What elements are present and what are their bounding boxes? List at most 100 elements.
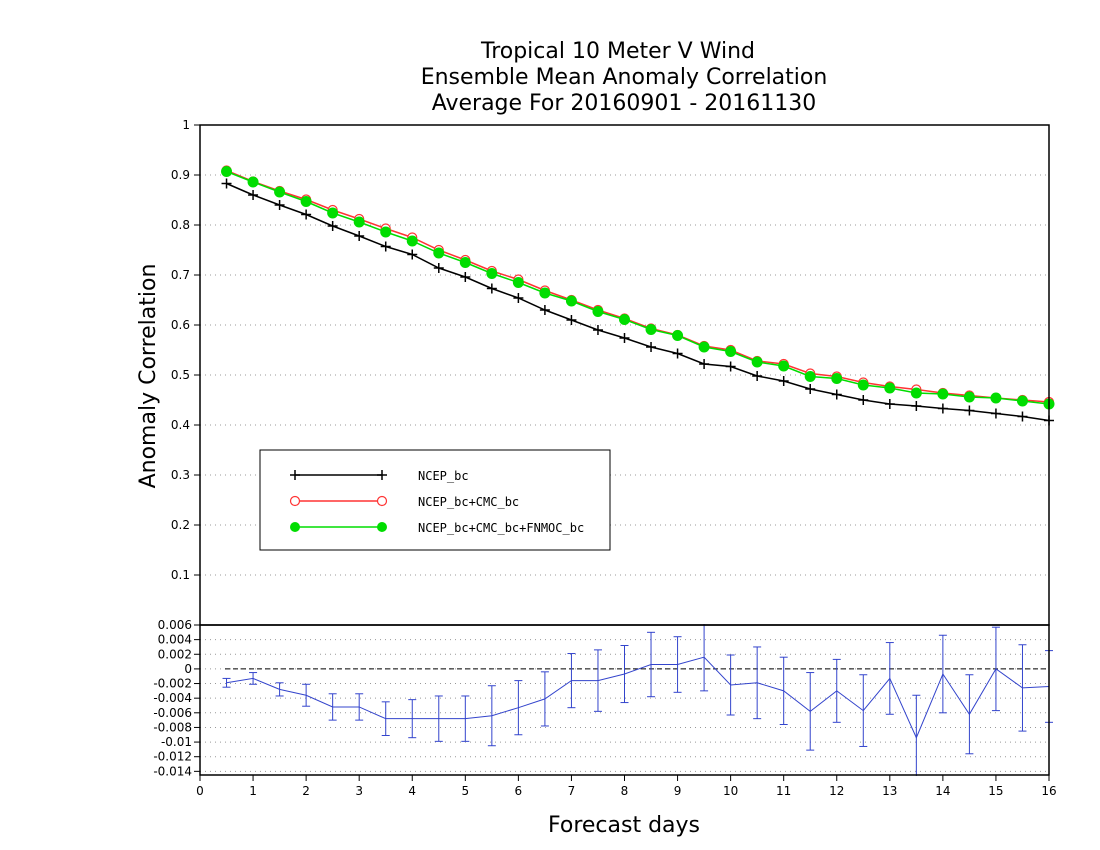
error-bar xyxy=(859,674,868,747)
error-bar xyxy=(408,699,417,739)
top-y-tick-label: 0.4 xyxy=(171,418,190,432)
data-point-plus xyxy=(566,315,577,325)
data-point-plus xyxy=(725,361,736,372)
top-y-tick-label: 0.6 xyxy=(171,318,190,332)
x-tick-label: 15 xyxy=(988,784,1003,798)
top-y-tick-label: 0.5 xyxy=(171,368,190,382)
data-point-plus xyxy=(380,241,391,252)
error-bar xyxy=(593,649,602,712)
title-line-2: Ensemble Mean Anomaly Correlation xyxy=(421,65,828,90)
data-point-plus xyxy=(619,333,630,343)
bottom-y-tick-label: 0 xyxy=(184,662,192,676)
data-point-plus xyxy=(778,376,789,386)
data-point-plus xyxy=(274,200,285,210)
data-point-plus xyxy=(592,325,603,335)
data-point-filled-circle xyxy=(512,277,524,288)
x-tick-label: 5 xyxy=(461,784,469,798)
data-point-filled-circle xyxy=(778,360,790,372)
legend-marker xyxy=(376,495,388,507)
data-point-filled-circle xyxy=(221,166,233,177)
data-point-filled-circle xyxy=(645,324,657,335)
bottom-y-tick-label: 0.006 xyxy=(158,618,192,632)
bottom-y-tick-label: 0.004 xyxy=(158,633,192,647)
data-point-filled-circle xyxy=(300,196,312,207)
data-point-filled-circle xyxy=(831,373,843,384)
bottom-y-tick-label: -0.012 xyxy=(153,750,192,764)
error-bar xyxy=(779,656,788,726)
error-bar xyxy=(567,653,576,709)
error-bar xyxy=(806,672,815,751)
data-point-filled-circle xyxy=(1016,395,1028,407)
chart-title: Tropical 10 Meter V Wind Ensemble Mean A… xyxy=(421,39,828,116)
legend-entry: NCEP_bc+CMC_bc+FNMOC_bc xyxy=(290,521,584,535)
x-tick-label: 6 xyxy=(515,784,523,798)
data-point-plus xyxy=(513,293,524,303)
data-point-plus xyxy=(407,249,418,260)
bottom-y-tick-label: -0.006 xyxy=(153,706,192,720)
bottom-y-tick-label: 0.002 xyxy=(158,647,192,661)
data-point-filled-circle xyxy=(539,287,551,299)
error-bar xyxy=(222,677,231,688)
error-bar xyxy=(328,693,337,721)
error-bar xyxy=(1018,644,1027,732)
data-point-filled-circle xyxy=(990,392,1002,404)
x-tick-label: 11 xyxy=(776,784,791,798)
title-line-1: Tropical 10 Meter V Wind xyxy=(480,39,755,64)
data-point-plus xyxy=(752,371,763,381)
top-y-tick-label: 0.1 xyxy=(171,568,190,582)
error-bar xyxy=(461,695,470,742)
data-point-plus xyxy=(248,190,259,200)
x-tick-label: 8 xyxy=(621,784,629,798)
x-tick-label: 9 xyxy=(674,784,682,798)
difference-series xyxy=(222,624,1053,776)
error-bar xyxy=(434,695,443,742)
data-point-plus xyxy=(221,178,232,189)
data-point-filled-circle xyxy=(247,176,259,188)
data-point-plus xyxy=(831,389,842,400)
x-tick-label: 14 xyxy=(935,784,950,798)
bottom-panel-series xyxy=(222,624,1053,776)
x-tick-label: 3 xyxy=(355,784,363,798)
bottom-panel-y-ticks: -0.014-0.012-0.01-0.008-0.006-0.004-0.00… xyxy=(153,618,200,778)
top-y-tick-label: 0.3 xyxy=(171,468,190,482)
top-y-tick-label: 0.9 xyxy=(171,168,190,182)
data-point-filled-circle xyxy=(910,387,922,399)
data-point-plus xyxy=(460,272,471,282)
legend-label: NCEP_bc+CMC_bc+FNMOC_bc xyxy=(418,521,584,535)
error-bar xyxy=(487,685,496,747)
error-bar xyxy=(832,658,841,723)
legend-entry: NCEP_bc xyxy=(290,469,469,483)
series-line-1 xyxy=(226,169,1050,403)
data-point-filled-circle xyxy=(433,247,445,259)
data-point-plus xyxy=(964,405,975,416)
x-tick-label: 7 xyxy=(568,784,576,798)
bottom-y-tick-label: -0.002 xyxy=(153,677,192,691)
error-bar xyxy=(540,671,549,727)
x-tick-label: 2 xyxy=(302,784,310,798)
top-y-tick-label: 1 xyxy=(182,118,190,132)
data-point-filled-circle xyxy=(804,371,816,382)
error-bar xyxy=(673,636,682,693)
error-bar xyxy=(885,642,894,715)
error-bar xyxy=(700,624,709,692)
error-bar xyxy=(620,644,629,704)
data-point-plus xyxy=(433,263,444,273)
top-y-tick-label: 0.2 xyxy=(171,518,190,532)
data-point-filled-circle xyxy=(565,295,577,307)
data-point-filled-circle xyxy=(406,235,418,247)
error-bar xyxy=(753,646,762,720)
bottom-panel-frame xyxy=(199,624,1050,776)
top-y-tick-label: 0.7 xyxy=(171,268,190,282)
y-axis-label: Anomaly Correlation xyxy=(136,264,161,489)
error-bar xyxy=(647,631,656,698)
difference-line xyxy=(226,656,1050,739)
legend-label: NCEP_bc xyxy=(418,469,469,483)
x-tick-label: 12 xyxy=(829,784,844,798)
x-tick-label: 16 xyxy=(1041,784,1056,798)
data-point-plus xyxy=(1017,411,1028,422)
x-axis-label: Forecast days xyxy=(548,813,700,838)
data-point-filled-circle xyxy=(857,379,869,391)
data-point-plus xyxy=(937,403,948,414)
data-point-filled-circle xyxy=(327,207,339,219)
